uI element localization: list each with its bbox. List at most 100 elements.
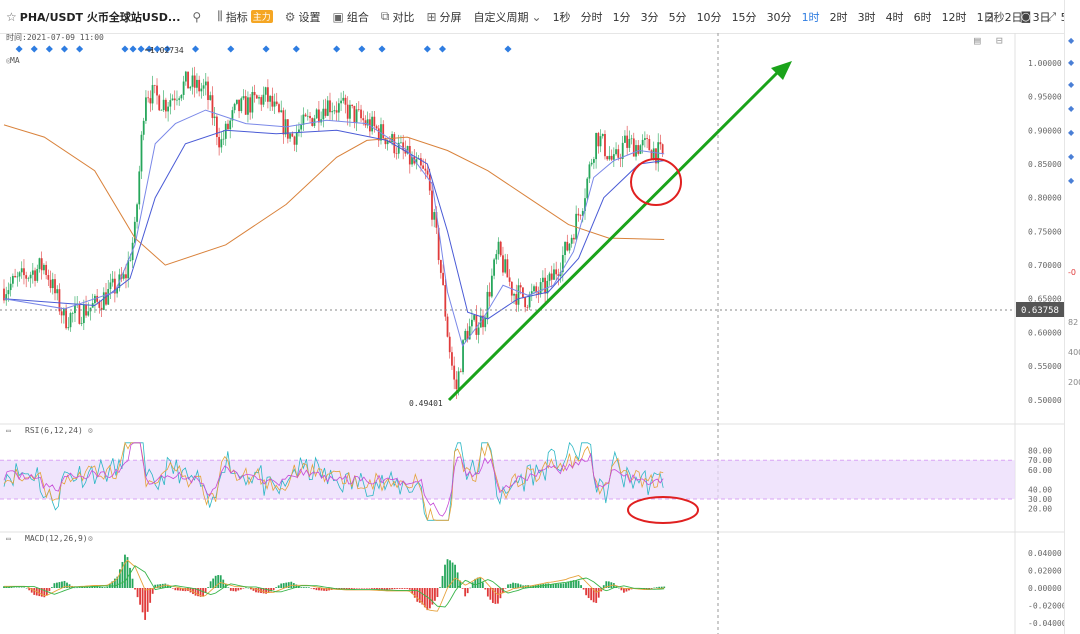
- macd-bar: [78, 587, 81, 588]
- candle-body: [222, 138, 225, 140]
- gear-icon[interactable]: ⚙: [88, 426, 93, 435]
- interval-2[interactable]: 1分: [612, 10, 631, 24]
- candle-body: [189, 86, 192, 89]
- candle-body: [311, 118, 314, 126]
- candle-body: [54, 279, 56, 294]
- candle-body: [151, 85, 154, 104]
- candle-body: [632, 138, 635, 157]
- signal-marker: [129, 45, 137, 53]
- search-icon: ⚲: [192, 9, 202, 24]
- symbol-search-button[interactable]: ⚲: [186, 0, 207, 33]
- trendline-annotation[interactable]: [447, 66, 784, 402]
- interval-15[interactable]: 2日: [1004, 10, 1023, 24]
- collapse-icon[interactable]: ▭: [6, 426, 11, 435]
- visibility-eye-icon[interactable]: ◎: [6, 56, 11, 65]
- camera-icon[interactable]: ◙: [1020, 10, 1032, 23]
- price-tick-label: 0.65000: [1028, 295, 1062, 304]
- interval-0[interactable]: 1秒: [552, 10, 571, 24]
- candle-body: [213, 116, 216, 119]
- macd-bar: [227, 587, 230, 588]
- refresh-rate-button[interactable]: 2秒: [986, 10, 1005, 24]
- candle-body: [415, 159, 418, 164]
- interval-13[interactable]: 12时: [941, 10, 967, 24]
- candle-body: [200, 88, 203, 92]
- macd-bar: [23, 587, 26, 589]
- candle-body: [393, 134, 396, 154]
- interval-9[interactable]: 2时: [829, 10, 848, 24]
- favorite-star-button[interactable]: ☆ PHA/USDT 火币全球站USD...: [0, 0, 186, 33]
- candle-body: [431, 190, 433, 220]
- candle-body: [388, 140, 391, 143]
- last-price-label: 0.63758: [1021, 306, 1059, 316]
- candle-body: [588, 164, 591, 179]
- interval-8[interactable]: 1时: [801, 10, 820, 24]
- candle-body: [67, 327, 70, 329]
- interval-12[interactable]: 6时: [913, 10, 932, 24]
- candle-body: [111, 278, 114, 283]
- candle-body: [395, 153, 398, 154]
- macd-bar: [88, 586, 91, 588]
- settings-label: 设置: [298, 10, 321, 24]
- macd-bar: [61, 581, 63, 588]
- candle-body: [82, 304, 85, 324]
- circle-annotation[interactable]: [627, 496, 699, 524]
- rsi-tick-label: 60.00: [1028, 466, 1052, 475]
- candle-body: [553, 269, 555, 280]
- interval-3[interactable]: 3分: [640, 10, 659, 24]
- macd-bar: [262, 588, 265, 594]
- interval-7[interactable]: 30分: [766, 10, 792, 24]
- combine-button[interactable]: ▣ 组合: [327, 0, 375, 33]
- rsi-label: RSI(6,12,24): [25, 426, 83, 435]
- macd-bar: [239, 588, 242, 590]
- circle-annotation[interactable]: [630, 158, 682, 206]
- signal-marker: [145, 45, 153, 53]
- macd-bar: [494, 588, 497, 604]
- candle-body: [94, 295, 96, 304]
- candle-body: [193, 75, 196, 88]
- interval-11[interactable]: 4时: [885, 10, 904, 24]
- candle-body: [519, 285, 522, 288]
- macd-bar: [517, 583, 519, 588]
- interval-17[interactable]: 5日: [1056, 0, 1064, 33]
- candle-body: [315, 109, 318, 119]
- right-sidebar: ◆ ◆ ◆ ◆ ◆ ◆ ◆ -0 82 4000 2000: [1064, 0, 1080, 634]
- candle-body: [648, 139, 651, 151]
- interval-14[interactable]: 1日: [976, 10, 995, 24]
- macd-bar: [612, 583, 615, 588]
- split-screen-button[interactable]: ⊞ 分屏: [420, 0, 467, 33]
- chart-layout-icon[interactable]: ⊟: [996, 34, 1003, 47]
- indicators-button[interactable]: ⫼ 指标 主力: [211, 0, 279, 33]
- macd-bar: [164, 583, 167, 588]
- interval-16[interactable]: 3日: [1032, 10, 1051, 24]
- screenshot-tool-icon[interactable]: ▤: [974, 34, 981, 47]
- signal-marker: [60, 45, 69, 53]
- macd-bar: [250, 588, 252, 590]
- custom-period-dropdown[interactable]: 自定义周期 ⌄: [468, 0, 548, 33]
- gear-icon[interactable]: ⚙: [88, 534, 93, 543]
- signal-marker: [438, 45, 447, 53]
- collapse-icon[interactable]: ▭: [6, 534, 11, 543]
- macd-tick-label: -0.04000: [1028, 619, 1064, 628]
- interval-1[interactable]: 分时: [580, 10, 603, 24]
- candle-body: [628, 138, 631, 148]
- macd-bar: [368, 588, 371, 589]
- interval-6[interactable]: 15分: [731, 10, 757, 24]
- candle-body: [544, 277, 546, 294]
- interval-4[interactable]: 5分: [668, 10, 687, 24]
- signal-marker: [292, 45, 300, 53]
- candle-body: [233, 103, 236, 111]
- macd-bar: [413, 588, 416, 598]
- combine-label: 组合: [346, 10, 369, 24]
- macd-bar: [166, 584, 169, 588]
- macd-bar: [91, 586, 94, 588]
- interval-5[interactable]: 10分: [696, 10, 722, 24]
- macd-bar: [386, 588, 388, 590]
- candle-body: [464, 330, 467, 341]
- fullscreen-icon[interactable]: ⤢: [1047, 9, 1056, 23]
- candle-body: [249, 97, 252, 113]
- chevron-down-icon: ⌄: [531, 9, 542, 24]
- interval-10[interactable]: 3时: [857, 10, 876, 24]
- price-chart[interactable]: 1.00000 0.95000 0.90000 0.85000 0.80000 0.750…: [0, 33, 1064, 634]
- compare-button[interactable]: ⧉ 对比: [375, 0, 421, 33]
- settings-button[interactable]: ⚙ 设置: [279, 0, 327, 33]
